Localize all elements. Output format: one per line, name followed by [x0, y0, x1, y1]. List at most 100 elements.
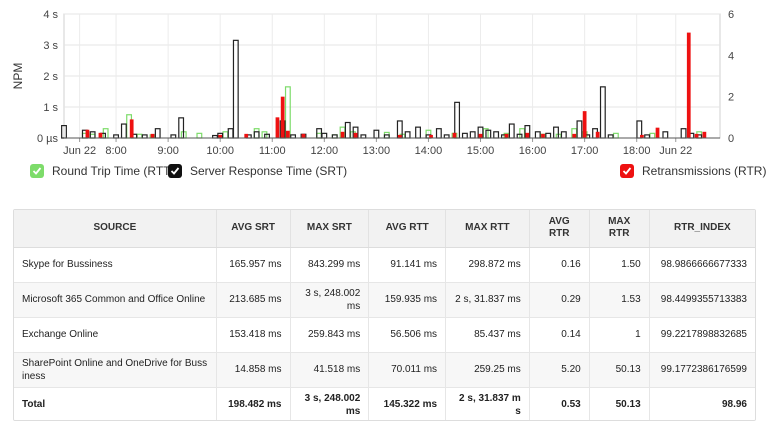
- rtr-bar: [218, 134, 223, 138]
- cell-max-rtr: 1.53: [589, 282, 650, 318]
- srt-bar: [344, 121, 351, 139]
- rtr-bar: [397, 134, 402, 138]
- chart-svg: 4 s 3 s 2 s 1 s 0 µs 6 4 2 0 Jun 22 8:00 9:00 10:00 1…: [11, 9, 734, 157]
- rtr-bar: [595, 131, 600, 138]
- cell-max-srt: 843.299 ms: [290, 247, 370, 283]
- column-header[interactable]: MAX RTR: [589, 210, 650, 248]
- srt-bar: [493, 131, 500, 139]
- cell-max-rtr: 1.50: [589, 247, 650, 283]
- cell-total-max-srt: 3 s, 248.002 ms: [290, 387, 370, 420]
- srt-bar: [469, 131, 476, 139]
- rtr-bar: [85, 129, 90, 138]
- legend-item-rtr[interactable]: Retransmissions (RTR): [620, 163, 766, 179]
- srt-bar: [227, 128, 234, 139]
- cell-rtr-index: 99.1772386176599: [649, 352, 755, 388]
- table-row: Skype for Bussiness 165.957 ms 843.299 m…: [14, 247, 755, 283]
- cell-avg-rtr: 0.16: [529, 247, 590, 283]
- cell-max-rtt: 2 s, 31.837 ms: [445, 282, 530, 318]
- cell-max-srt: 3 s, 248.002 ms: [290, 282, 370, 318]
- srt-bar: [120, 123, 127, 139]
- cell-avg-srt: 165.957 ms: [216, 247, 291, 283]
- rtr-bar: [129, 119, 134, 138]
- srt-bar: [253, 131, 260, 139]
- timeline-chart: 4 s 3 s 2 s 1 s 0 µs 6 4 2 0 Jun 22 8:00 9:00 10:00 1…: [0, 0, 768, 160]
- column-header[interactable]: MAX SRT: [290, 210, 370, 248]
- cell-avg-srt: 213.685 ms: [216, 282, 291, 318]
- x-tick-label: 12:00: [311, 145, 339, 157]
- x-tick-label: 18:00: [623, 145, 651, 157]
- srt-bar: [232, 39, 239, 139]
- checkbox-checked-icon[interactable]: [620, 164, 634, 178]
- rtt-bar: [649, 132, 656, 139]
- cell-total-avg-rtt: 145.322 ms: [368, 387, 447, 420]
- legend-item-rtt[interactable]: Round Trip Time (RTT): [30, 163, 174, 179]
- rtr-bar: [150, 133, 155, 138]
- cell-total-max-rtr: 50.13: [589, 387, 650, 420]
- table-row: Microsoft 365 Common and Office Online 2…: [14, 282, 755, 318]
- cell-source: Microsoft 365 Common and Office Online: [14, 282, 217, 318]
- rtt-bar: [284, 86, 291, 139]
- summary-table-container: SOURCE AVG SRT MAX SRT AVG RTT MAX RTT A…: [13, 209, 756, 421]
- checkbox-checked-icon[interactable]: [30, 164, 44, 178]
- cell-total-max-rtt: 2 s, 31.837 ms: [445, 387, 530, 420]
- rtr-bar: [275, 117, 280, 138]
- x-tick-label: 9:00: [157, 145, 178, 157]
- srt-bar: [534, 131, 541, 139]
- column-header[interactable]: AVG SRT: [216, 210, 291, 248]
- checkbox-checked-icon[interactable]: [168, 164, 182, 178]
- cell-source: Skype for Bussiness: [14, 247, 217, 283]
- column-header[interactable]: AVG RTT: [368, 210, 447, 248]
- cell-rtr-index: 99.2217898832685: [649, 317, 755, 353]
- cell-max-rtt: 85.437 ms: [445, 317, 530, 353]
- x-tick-label: 13:00: [363, 145, 391, 157]
- y-left-tick-label: 4 s: [43, 9, 58, 21]
- srt-bar: [461, 132, 468, 139]
- rtr-bar: [353, 132, 358, 138]
- cell-source: Exchange Online: [14, 317, 217, 353]
- legend-item-srt[interactable]: Server Response Time (SRT): [168, 163, 347, 179]
- x-tick-label: 14:00: [415, 145, 443, 157]
- cell-max-rtr: 1: [589, 317, 650, 353]
- x-tick-label: Jun 22: [63, 145, 96, 157]
- legend-label-srt: Server Response Time (SRT): [190, 164, 348, 178]
- cell-avg-rtt: 159.935 ms: [368, 282, 447, 318]
- srt-bar: [508, 123, 515, 139]
- y-left-tick-label: 1 s: [43, 102, 58, 114]
- rtr-bar: [504, 133, 509, 138]
- rtr-bar: [525, 132, 530, 138]
- rtt-bar: [316, 132, 323, 139]
- column-header[interactable]: AVG RTR: [529, 210, 590, 248]
- srt-bar: [560, 131, 567, 139]
- cell-rtr-index: 98.9866666677333: [649, 247, 755, 283]
- rtr-bar: [244, 133, 249, 138]
- rtr-bar: [301, 133, 306, 138]
- cell-avg-rtr: 0.14: [529, 317, 590, 353]
- cell-avg-srt: 153.418 ms: [216, 317, 291, 353]
- rtr-bar: [541, 133, 545, 138]
- y-left-tick-label: 0 µs: [37, 133, 59, 145]
- cell-max-srt: 41.518 ms: [290, 352, 370, 388]
- srt-bar: [154, 128, 161, 139]
- srt-bar: [576, 120, 583, 139]
- rtt-bar: [196, 132, 203, 139]
- y-right-tick-label: 4: [728, 50, 734, 62]
- cell-source: SharePoint Online and OneDrive for Bussi…: [14, 352, 217, 388]
- rtr-bar: [655, 127, 660, 138]
- summary-table: SOURCE AVG SRT MAX SRT AVG RTT MAX RTT A…: [14, 210, 755, 420]
- x-tick-label: 15:00: [467, 145, 495, 157]
- y-right-tick-label: 2: [728, 92, 734, 104]
- x-tick-label: 16:00: [519, 145, 547, 157]
- srt-bar: [599, 86, 606, 139]
- cell-total-avg-srt: 198.482 ms: [216, 387, 291, 420]
- rtr-bar: [285, 130, 290, 138]
- cell-avg-rtt: 70.011 ms: [368, 352, 447, 388]
- column-header[interactable]: MAX RTT: [445, 210, 530, 248]
- cell-avg-rtt: 91.141 ms: [368, 247, 447, 283]
- rtr-bar: [640, 134, 644, 138]
- cell-total-label: Total: [14, 387, 217, 420]
- column-header[interactable]: RTR_INDEX: [649, 210, 755, 248]
- rtr-bar: [429, 134, 433, 138]
- column-header[interactable]: SOURCE: [14, 210, 217, 248]
- rtr-bar: [686, 32, 691, 138]
- y-left-tick-label: 3 s: [43, 40, 58, 52]
